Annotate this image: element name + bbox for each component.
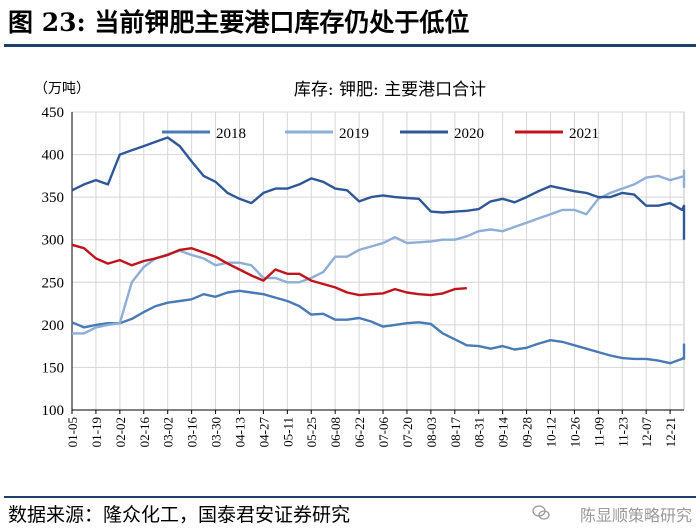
- x-tick-label: 08-03: [424, 417, 439, 447]
- line-chart: 100 150 200 250 300 350 400 450 01-05 01-19 02-02 0…: [42, 105, 686, 448]
- x-tick-label: 03-30: [209, 417, 224, 447]
- series-line-2021: [71, 243, 467, 297]
- x-tick-label: 08-31: [472, 417, 487, 447]
- x-tick-label: 03-16: [185, 417, 200, 448]
- y-tick-label: 200: [42, 318, 65, 334]
- x-tick-label: 07-20: [400, 417, 415, 447]
- legend-label-2018: 2018: [216, 126, 246, 142]
- x-tick-label: 09-28: [520, 417, 535, 447]
- y-tick-label: 150: [42, 360, 65, 376]
- x-tick-label: 03-02: [161, 417, 176, 447]
- x-tick-label: 06-22: [352, 417, 367, 447]
- x-tick-label: 02-16: [137, 417, 152, 448]
- watermark: 陈显顺策略研究: [579, 506, 692, 525]
- x-tick-label: 10-12: [543, 417, 558, 447]
- x-tick-label: 01-19: [89, 417, 104, 447]
- series-line-2019: [72, 169, 686, 335]
- x-tick-label: 09-14: [496, 417, 511, 448]
- x-tick-label: 11-23: [615, 417, 630, 447]
- x-tick-label: 07-06: [376, 417, 391, 448]
- y-tick-label: 250: [42, 275, 65, 291]
- legend-label-2019: 2019: [339, 126, 369, 142]
- x-tick-label: 11-09: [591, 417, 606, 447]
- x-tick-label: 05-25: [304, 417, 319, 447]
- x-tick-label: 06-08: [328, 417, 343, 447]
- source-note: 数据来源：隆众化工，国泰君安证券研究: [8, 504, 351, 526]
- x-tick-label: 10-26: [567, 417, 582, 448]
- x-tick-label: 12-21: [663, 417, 678, 447]
- x-tick-label: 05-11: [280, 417, 295, 447]
- wechat-icon: [532, 505, 550, 520]
- y-tick-label: 400: [42, 148, 65, 164]
- legend-label-2021: 2021: [569, 126, 599, 142]
- y-tick-label: 300: [42, 233, 65, 249]
- x-tick-label: 08-17: [448, 417, 463, 448]
- x-tick-label: 04-13: [232, 417, 247, 447]
- y-axis-unit: （万吨）: [34, 81, 90, 97]
- x-tick-label: 02-02: [113, 417, 128, 447]
- series-line-2018: [71, 289, 686, 365]
- y-tick-label: 350: [42, 190, 65, 206]
- legend-label-2020: 2020: [454, 126, 484, 142]
- x-tick-label: 04-27: [256, 417, 271, 448]
- chart-title: 库存: 钾肥: 主要港口合计: [293, 80, 487, 100]
- series-line-2020: [71, 136, 686, 240]
- source-rule: [4, 496, 696, 498]
- x-tick-label: 12-07: [639, 417, 654, 448]
- plot-border: [71, 111, 685, 411]
- title-rule: [4, 44, 696, 47]
- x-tick-label: 01-05: [65, 417, 80, 447]
- y-tick-label: 450: [42, 105, 65, 121]
- y-tick-label: 100: [42, 403, 65, 419]
- figure-title: 图 23: 当前钾肥主要港口库存仍处于低位: [8, 8, 470, 37]
